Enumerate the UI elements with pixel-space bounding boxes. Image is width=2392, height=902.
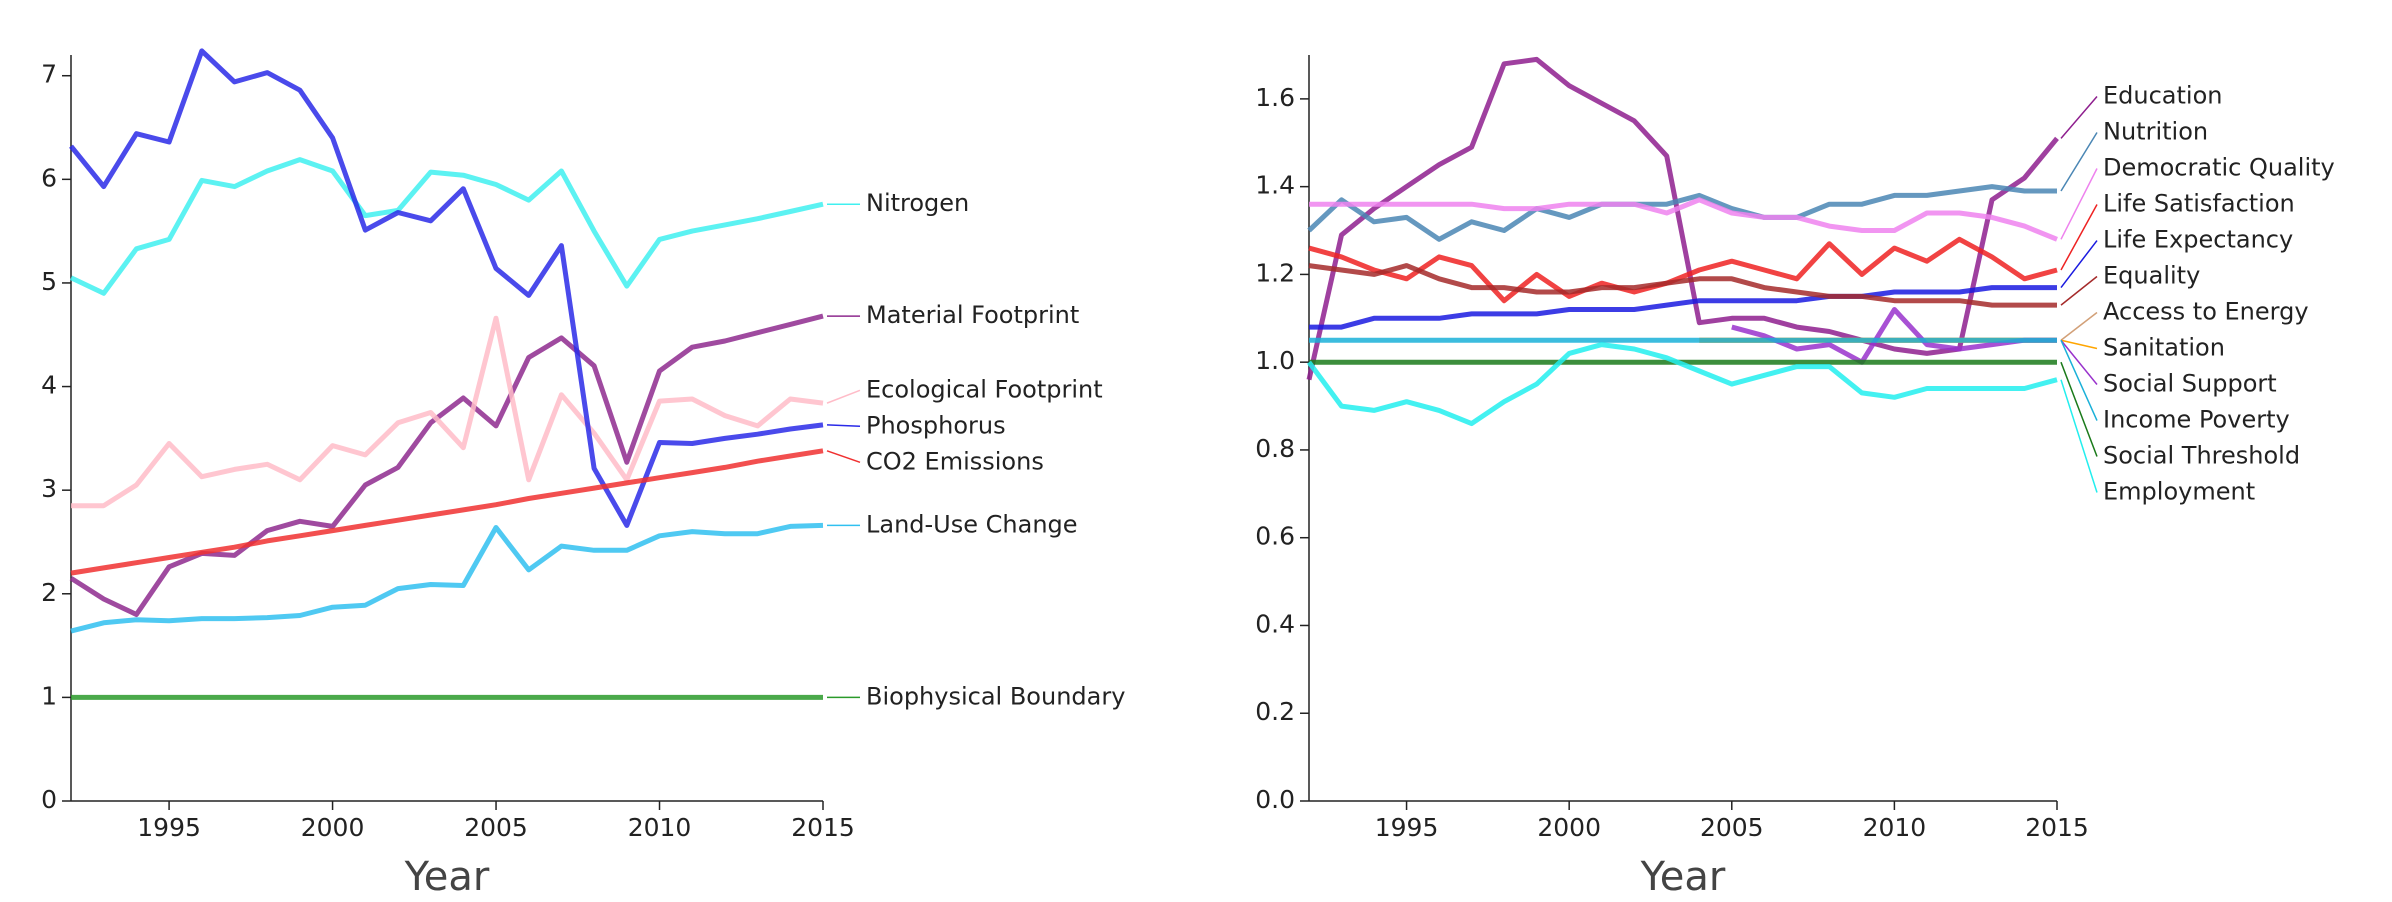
x-tick-label: 1995	[137, 813, 201, 842]
series-line	[1731, 307, 2057, 365]
series-label: Ecological Footprint	[866, 375, 1103, 403]
leader-line	[2060, 339, 2098, 421]
x-tick-label: 2005	[464, 813, 528, 842]
leader-line	[2060, 339, 2098, 350]
series-label: Democratic Quality	[2103, 154, 2335, 182]
leader-line	[2060, 339, 2098, 385]
y-tick-label: 1	[41, 681, 57, 710]
chart: 0 1 2 3 4 5 6 7 1995 2000 2005 2010 2015 Year Nitrogen…	[41, 48, 1125, 900]
series-label: Life Expectancy	[2103, 226, 2293, 254]
x-tick-label: 2010	[628, 813, 692, 842]
y-tick-label: 7	[41, 60, 57, 89]
series-line	[69, 48, 824, 528]
series-line	[69, 313, 824, 617]
series-label: CO2 Emissions	[866, 447, 1044, 475]
series-line	[1307, 184, 2057, 242]
series-label: Employment	[2103, 478, 2255, 506]
series-line	[70, 448, 824, 576]
leader-line	[2060, 240, 2098, 289]
leader-line	[2060, 275, 2098, 306]
x-tick-label: 1995	[1375, 813, 1439, 842]
x-tick-label: 2005	[1700, 813, 1764, 842]
leader-line	[2060, 132, 2098, 192]
x-tick-label: 2010	[1863, 813, 1927, 842]
series-label: Income Poverty	[2103, 406, 2290, 434]
leader-line	[826, 389, 861, 404]
series-label: Land-Use Change	[866, 510, 1078, 538]
series-line	[1309, 197, 2058, 242]
series-label: Sanitation	[2103, 334, 2225, 362]
series-label: Education	[2103, 82, 2222, 110]
series-label: Nutrition	[2103, 118, 2208, 146]
series-label: Access to Energy	[2103, 298, 2309, 326]
y-tick-label: 3	[41, 474, 57, 503]
y-tick-label: 1.2	[1255, 258, 1295, 287]
leader-line	[2060, 361, 2098, 457]
y-tick-label: 0.8	[1255, 434, 1295, 463]
series-line	[1308, 236, 2058, 304]
series-label: Social Support	[2103, 370, 2277, 398]
leader-line	[2060, 379, 2098, 493]
x-axis-label: Year	[1640, 854, 1726, 900]
y-tick-label: 4	[41, 371, 57, 400]
series-line	[1306, 56, 2059, 381]
y-tick-label: 0.6	[1255, 522, 1295, 551]
series-line	[69, 157, 824, 296]
leader-line	[2060, 311, 2098, 341]
chart: 0.0 0.2 0.4 0.6 0.8 1.0 1.2 1.4 1.6 1995 2000 2005 2…	[1255, 55, 2335, 900]
series-label: Biophysical Boundary	[866, 682, 1125, 710]
series-line	[1308, 263, 2057, 308]
series-label: Phosphorus	[866, 411, 1006, 439]
series-label: Life Satisfaction	[2103, 190, 2295, 218]
y-tick-label: 5	[41, 267, 57, 296]
leader-line	[2060, 168, 2098, 240]
series-line	[1306, 342, 2058, 427]
x-tick-label: 2000	[301, 813, 365, 842]
series-line	[71, 315, 824, 509]
x-tick-label: 2000	[1537, 813, 1601, 842]
y-tick-label: 0.0	[1255, 785, 1295, 814]
x-tick-label: 2015	[2025, 813, 2089, 842]
series-line	[70, 522, 824, 634]
leader-line	[826, 450, 861, 463]
series-label: Social Threshold	[2103, 442, 2300, 470]
leader-line	[2060, 204, 2098, 271]
y-tick-label: 6	[41, 163, 57, 192]
x-tick-label: 2015	[791, 813, 855, 842]
y-tick-label: 1.4	[1255, 171, 1295, 200]
y-tick-label: 0	[41, 785, 57, 814]
x-axis-label: Year	[404, 854, 490, 900]
y-tick-label: 2	[41, 578, 57, 607]
leader-line	[2060, 96, 2098, 139]
y-tick-label: 0.2	[1255, 697, 1295, 726]
y-tick-label: 0.4	[1255, 609, 1295, 638]
y-tick-label: 1.0	[1255, 346, 1295, 375]
series-label: Nitrogen	[866, 189, 969, 217]
series-label: Equality	[2103, 262, 2200, 290]
leader-line	[826, 424, 861, 428]
y-tick-label: 1.6	[1255, 83, 1295, 112]
series-line	[1309, 285, 2057, 330]
series-label: Material Footprint	[866, 301, 1079, 329]
